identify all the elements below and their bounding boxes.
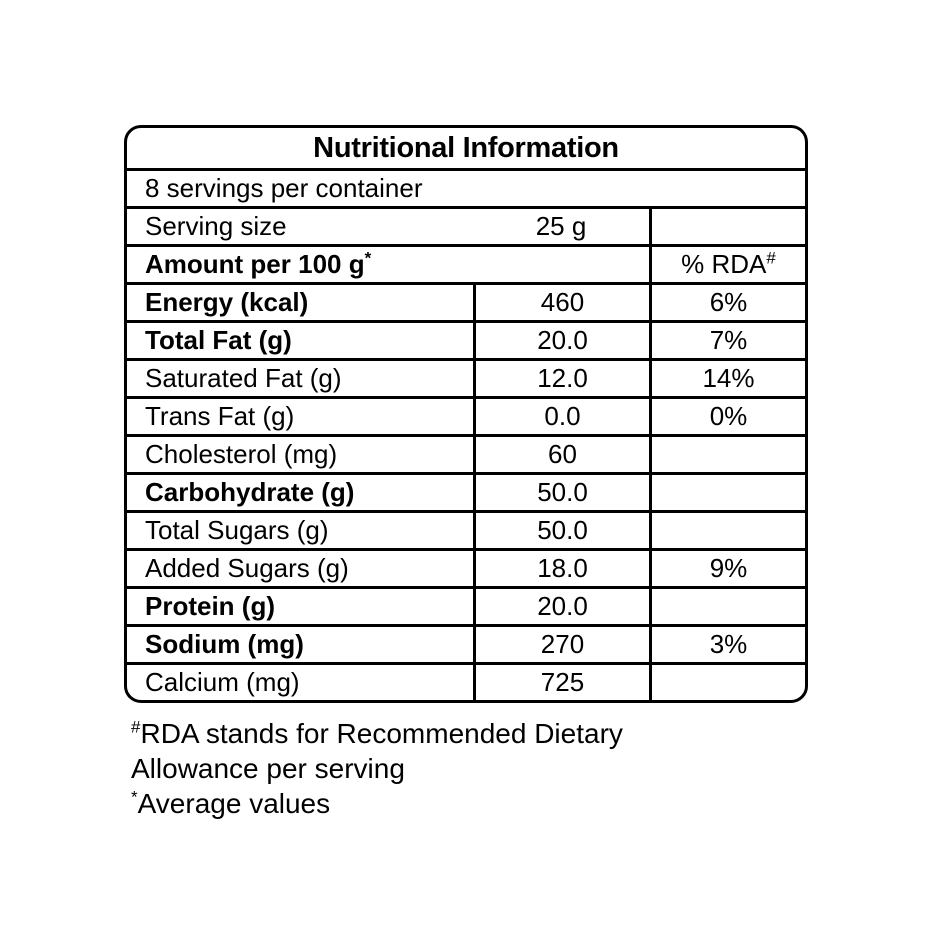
nutrient-row: Protein (g) 20.0 (127, 586, 805, 624)
servings-row: 8 servings per container (127, 168, 805, 206)
nutrient-value: 0.0 (473, 399, 649, 434)
nutrient-rda (649, 475, 805, 510)
nutrient-rda (649, 589, 805, 624)
nutrient-label: Carbohydrate (g) (145, 477, 355, 507)
asterisk-marker: * (364, 248, 372, 268)
table-title: Nutritional Information (313, 132, 619, 164)
nutrient-value: 50.0 (473, 475, 649, 510)
asterisk-marker: * (131, 787, 138, 807)
serving-size-label: Serving size (145, 211, 287, 241)
nutrient-value: 12.0 (473, 361, 649, 396)
hash-marker: # (131, 717, 141, 737)
nutrient-value: 20.0 (473, 323, 649, 358)
nutrient-label: Sodium (mg) (145, 629, 304, 659)
hash-marker: # (766, 248, 776, 268)
nutrition-table: Nutritional Information 8 servings per c… (124, 125, 808, 703)
nutrient-rda (649, 437, 805, 472)
nutrient-label: Total Sugars (g) (145, 515, 329, 545)
nutrient-row: Trans Fat (g) 0.0 0% (127, 396, 805, 434)
nutrient-label: Protein (g) (145, 591, 275, 621)
nutrient-row: Total Fat (g) 20.0 7% (127, 320, 805, 358)
footnote-rda: #RDA stands for Recommended Dietary Allow… (131, 717, 623, 784)
nutrient-row: Cholesterol (mg) 60 (127, 434, 805, 472)
nutrient-rda (649, 665, 805, 700)
nutrient-label: Saturated Fat (g) (145, 363, 342, 393)
nutrient-row: Saturated Fat (g) 12.0 14% (127, 358, 805, 396)
serving-size-rda-empty (649, 209, 805, 244)
nutrient-rda: 3% (649, 627, 805, 662)
nutrient-row: Sodium (mg) 270 3% (127, 624, 805, 662)
nutrient-row: Total Sugars (g) 50.0 (127, 510, 805, 548)
nutrient-row: Added Sugars (g) 18.0 9% (127, 548, 805, 586)
nutrient-rda: 9% (649, 551, 805, 586)
nutrient-label: Total Fat (g) (145, 325, 292, 355)
serving-size-row: Serving size 25 g (127, 206, 805, 244)
footnote-average: *Average values (131, 787, 331, 819)
servings-text: 8 servings per container (145, 173, 423, 203)
footnotes: #RDA stands for Recommended Dietary Allow… (131, 716, 623, 821)
nutrient-value: 20.0 (473, 589, 649, 624)
nutrient-rda: 0% (649, 399, 805, 434)
nutrient-value: 460 (473, 285, 649, 320)
nutrient-label: Calcium (mg) (145, 667, 300, 697)
nutrient-row: Carbohydrate (g) 50.0 (127, 472, 805, 510)
nutrient-label: Trans Fat (g) (145, 401, 295, 431)
nutrient-value: 60 (473, 437, 649, 472)
nutrient-rda: 6% (649, 285, 805, 320)
nutrient-row: Calcium (mg) 725 (127, 662, 805, 700)
table-title-row: Nutritional Information (127, 128, 805, 168)
nutrient-rda: 14% (649, 361, 805, 396)
serving-size-value: 25 g (535, 211, 587, 241)
nutrient-value: 18.0 (473, 551, 649, 586)
nutrient-row: Energy (kcal) 460 6% (127, 282, 805, 320)
nutrient-value: 725 (473, 665, 649, 700)
amount-per-header: Amount per 100 g* (145, 248, 372, 279)
nutrient-label: Energy (kcal) (145, 287, 309, 317)
nutrient-value: 50.0 (473, 513, 649, 548)
rda-header: % RDA# (649, 247, 805, 282)
nutrient-rda: 7% (649, 323, 805, 358)
nutrient-value: 270 (473, 627, 649, 662)
nutrient-label: Cholesterol (mg) (145, 439, 338, 469)
nutrient-label: Added Sugars (g) (145, 553, 349, 583)
column-header-row: Amount per 100 g* % RDA# (127, 244, 805, 282)
nutrient-rda (649, 513, 805, 548)
